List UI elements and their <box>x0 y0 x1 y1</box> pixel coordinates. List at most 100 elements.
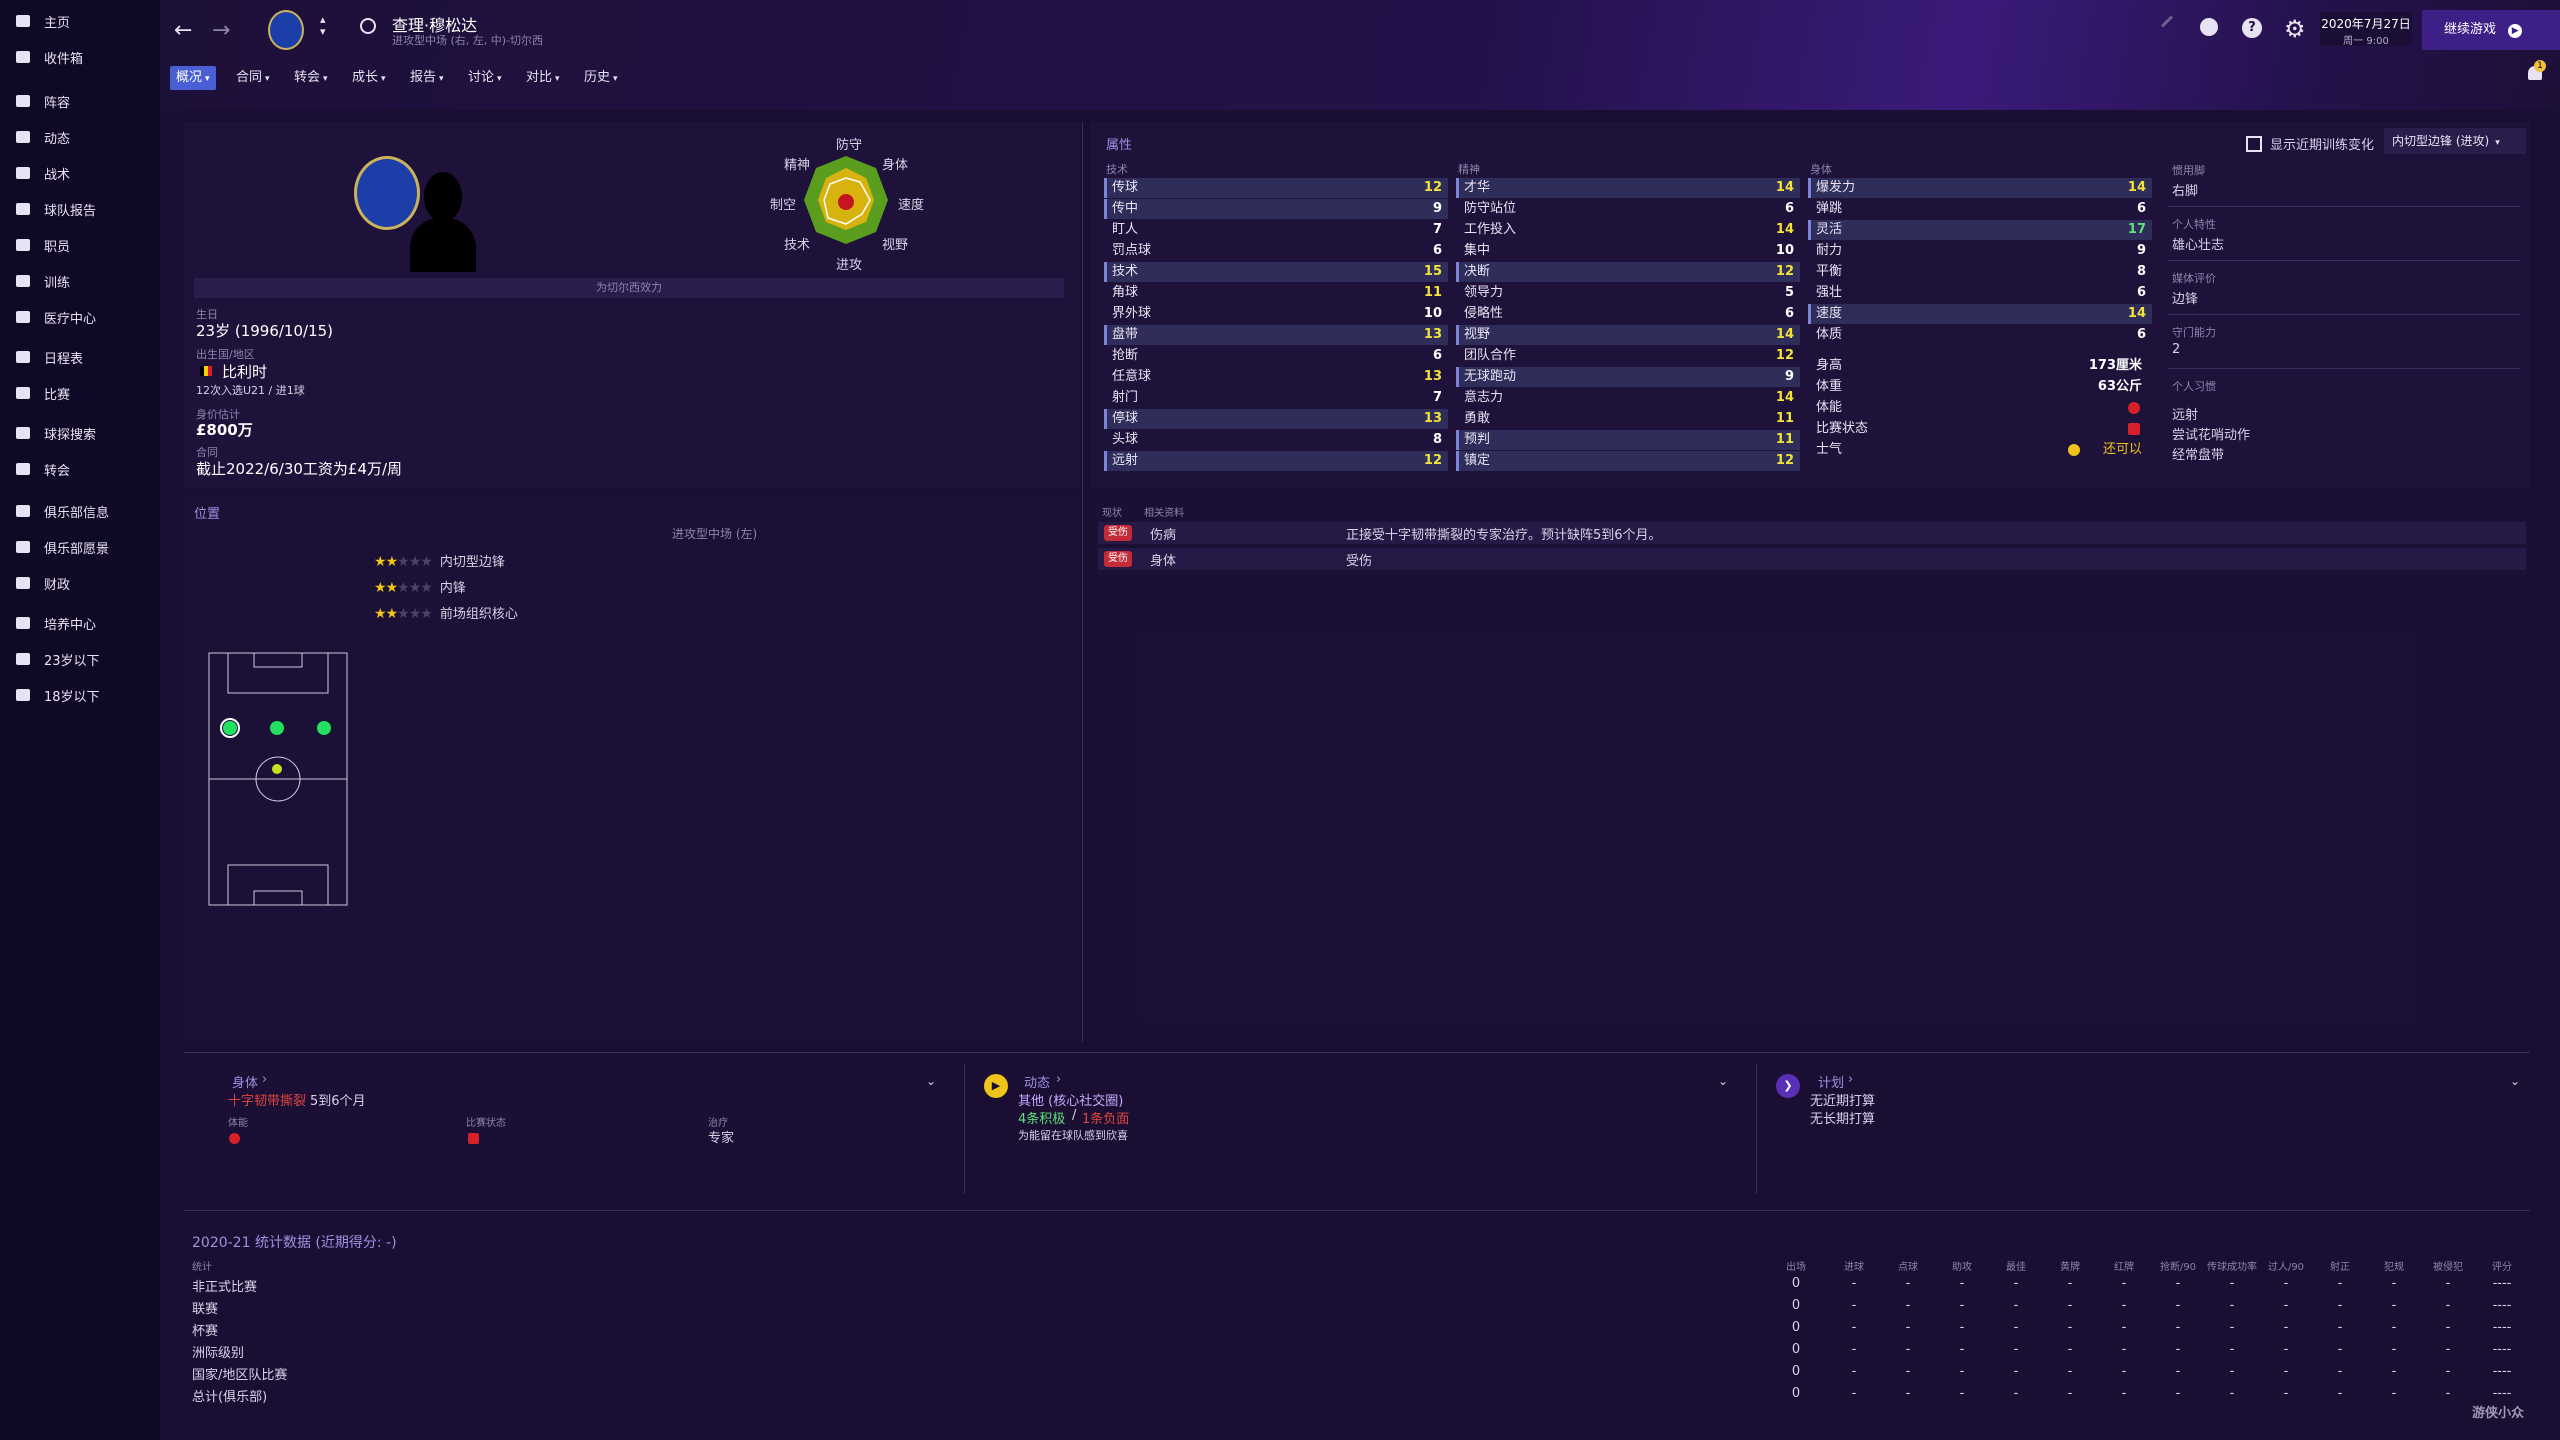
sidebar-item[interactable]: 战术 <box>0 160 160 186</box>
attribute-row[interactable]: 意志力 14 <box>1456 388 1800 408</box>
stats-column-header[interactable]: 红牌 <box>2114 1262 2134 1273</box>
stats-column-header[interactable]: 被侵犯 <box>2433 1262 2463 1273</box>
sidebar-item[interactable]: 阵容 <box>0 88 160 114</box>
attribute-row[interactable]: 抢断 6 <box>1104 346 1448 366</box>
attribute-row[interactable]: 盘带 13 <box>1104 325 1448 345</box>
stats-row-label[interactable]: 杯赛 <box>192 1324 219 1339</box>
search-icon[interactable] <box>360 18 376 34</box>
stats-row-label[interactable]: 非正式比赛 <box>192 1280 258 1295</box>
sidebar-item[interactable]: 俱乐部愿景 <box>0 534 160 560</box>
stats-column-header[interactable]: 射正 <box>2330 1262 2350 1273</box>
stats-column-header[interactable]: 黄牌 <box>2060 1262 2080 1273</box>
continue-button[interactable]: 继续游戏 ▶ <box>2422 10 2560 50</box>
attribute-row[interactable]: 平衡 8 <box>1808 262 2152 282</box>
attribute-row[interactable]: 强壮 6 <box>1808 283 2152 303</box>
attribute-row[interactable]: 团队合作 12 <box>1456 346 1800 366</box>
menu-tab[interactable]: 讨论 ▾ <box>462 66 508 90</box>
show-training-checkbox[interactable] <box>2246 136 2262 152</box>
sidebar-item[interactable]: 球队报告 <box>0 196 160 222</box>
attribute-row[interactable]: 耐力 9 <box>1808 241 2152 261</box>
attribute-row[interactable]: 集中 10 <box>1456 241 1800 261</box>
attribute-row[interactable]: 任意球 13 <box>1104 367 1448 387</box>
role-row[interactable]: ★★★★★ 内锋 <box>374 578 466 598</box>
attribute-row[interactable]: 防守站位 6 <box>1456 199 1800 219</box>
back-arrow-icon[interactable]: ← <box>174 18 193 43</box>
plays-for-bar[interactable]: 为切尔西效力 <box>194 278 1064 298</box>
attribute-row[interactable]: 盯人 7 <box>1104 220 1448 240</box>
show-training-label[interactable]: 显示近期训练变化 <box>2270 138 2375 153</box>
sidebar-item[interactable]: 俱乐部信息 <box>0 498 160 524</box>
sidebar-item[interactable]: 23岁以下 <box>0 646 160 672</box>
attribute-row[interactable]: 界外球 10 <box>1104 304 1448 324</box>
help-icon[interactable]: ? <box>2242 18 2262 38</box>
stats-row-label[interactable]: 洲际级别 <box>192 1346 245 1361</box>
stats-column-header[interactable]: 助攻 <box>1952 1262 1972 1273</box>
sidebar-item[interactable]: 职员 <box>0 232 160 258</box>
sidebar-item[interactable]: 主页 <box>0 8 160 34</box>
date-display[interactable]: 2020年7月27日 周一 9:00 <box>2320 12 2412 47</box>
sidebar-item[interactable]: 训练 <box>0 268 160 294</box>
attribute-row[interactable]: 爆发力 14 <box>1808 178 2152 198</box>
stats-column-header[interactable]: 犯规 <box>2384 1262 2404 1273</box>
body-title[interactable]: 身体 <box>232 1076 259 1091</box>
menu-tab[interactable]: 转会 ▾ <box>288 66 334 90</box>
edit-icon[interactable] <box>2160 15 2174 28</box>
attribute-row[interactable]: 远射 12 <box>1104 451 1448 471</box>
attribute-row[interactable]: 停球 13 <box>1104 409 1448 429</box>
body-summary-panel[interactable] <box>200 1064 956 1194</box>
role-row[interactable]: ★★★★★ 内切型边锋 <box>374 552 505 572</box>
attribute-row[interactable]: 才华 14 <box>1456 178 1800 198</box>
attribute-row[interactable]: 镇定 12 <box>1456 451 1800 471</box>
chevron-updown-icon[interactable]: ▴ ▾ <box>320 13 326 38</box>
attribute-row[interactable]: 角球 11 <box>1104 283 1448 303</box>
plan-expand-chevron-icon[interactable]: ⌄ <box>2510 1074 2521 1088</box>
stats-column-header[interactable]: 进球 <box>1844 1262 1864 1273</box>
sidebar-item[interactable]: 转会 <box>0 456 160 482</box>
sidebar-item[interactable]: 财政 <box>0 570 160 596</box>
attribute-row[interactable]: 预判 11 <box>1456 430 1800 450</box>
attribute-row[interactable]: 侵略性 6 <box>1456 304 1800 324</box>
menu-tab[interactable]: 合同 ▾ <box>230 66 276 90</box>
attribute-row[interactable]: 领导力 5 <box>1456 283 1800 303</box>
menu-tab[interactable]: 历史 ▾ <box>578 66 624 90</box>
stats-row-label[interactable]: 国家/地区队比赛 <box>192 1368 288 1383</box>
dyn-title[interactable]: 动态 <box>1024 1076 1051 1091</box>
menu-tab[interactable]: 对比 ▾ <box>520 66 566 90</box>
club-crest-icon[interactable] <box>268 10 304 50</box>
sidebar-item[interactable]: 动态 <box>0 124 160 150</box>
attribute-row[interactable]: 勇敢 11 <box>1456 409 1800 429</box>
attribute-row[interactable]: 头球 8 <box>1104 430 1448 450</box>
plan-title[interactable]: 计划 <box>1818 1076 1845 1091</box>
attribute-row[interactable]: 技术 15 <box>1104 262 1448 282</box>
attribute-row[interactable]: 速度 14 <box>1808 304 2152 324</box>
attribute-row[interactable]: 射门 7 <box>1104 388 1448 408</box>
stats-row-label[interactable]: 总计(俱乐部) <box>192 1390 268 1405</box>
stats-title[interactable]: 2020-21 统计数据 (近期得分: -) <box>192 1235 397 1251</box>
body-expand-chevron-icon[interactable]: ⌄ <box>926 1074 937 1088</box>
sidebar-item[interactable]: 18岁以下 <box>0 682 160 708</box>
sidebar-item[interactable]: 球探搜索 <box>0 420 160 446</box>
stats-row-label[interactable]: 联赛 <box>192 1302 219 1317</box>
role-row[interactable]: ★★★★★ 前场组织核心 <box>374 604 518 624</box>
sidebar-item[interactable]: 收件箱 <box>0 44 160 70</box>
menu-tab[interactable]: 概况 ▾ <box>170 66 216 90</box>
menu-tab[interactable]: 成长 ▾ <box>346 66 392 90</box>
attribute-row[interactable]: 传中 9 <box>1104 199 1448 219</box>
attribute-row[interactable]: 弹跳 6 <box>1808 199 2152 219</box>
sidebar-item[interactable]: 培养中心 <box>0 610 160 636</box>
sidebar-item[interactable]: 日程表 <box>0 344 160 370</box>
attribute-row[interactable]: 灵活 17 <box>1808 220 2152 240</box>
attribute-row[interactable]: 视野 14 <box>1456 325 1800 345</box>
stats-column-header[interactable]: 抢断/90 <box>2159 1262 2197 1273</box>
menu-tab[interactable]: 报告 ▾ <box>404 66 450 90</box>
dyn-expand-chevron-icon[interactable]: ⌄ <box>1718 1074 1729 1088</box>
sidebar-item[interactable]: 医疗中心 <box>0 304 160 330</box>
attribute-row[interactable]: 罚点球 6 <box>1104 241 1448 261</box>
attribute-row[interactable]: 体质 6 <box>1808 325 2152 345</box>
forward-arrow-icon[interactable]: → <box>212 18 231 43</box>
settings-gear-icon[interactable]: ⚙ <box>2284 15 2306 43</box>
attribute-row[interactable]: 决断 12 <box>1456 262 1800 282</box>
role-select[interactable]: 内切型边锋 (进攻) ▾ <box>2384 128 2526 154</box>
sidebar-item[interactable]: 比赛 <box>0 380 160 406</box>
attribute-row[interactable]: 传球 12 <box>1104 178 1448 198</box>
